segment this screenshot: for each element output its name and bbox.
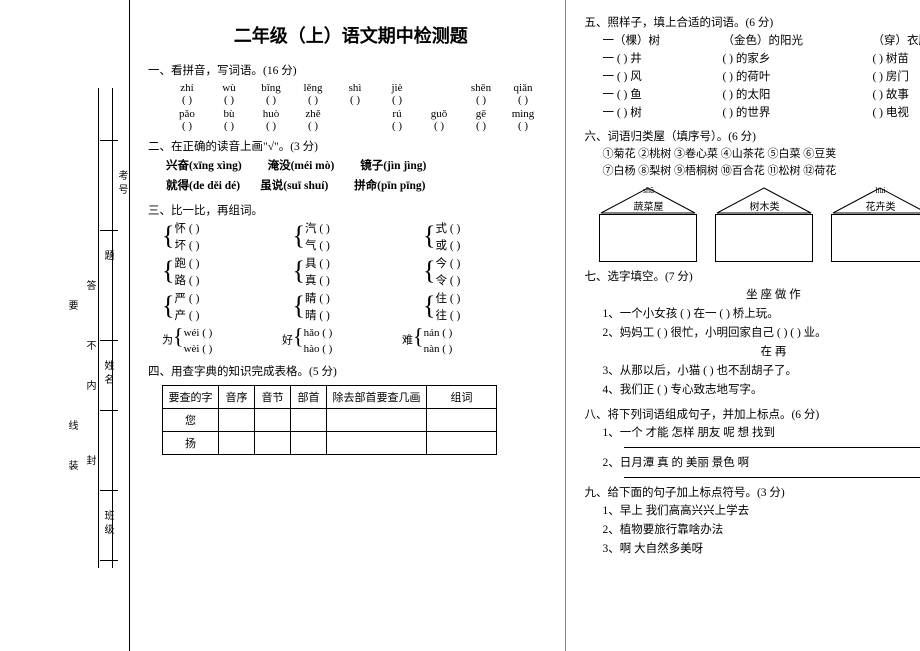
house-1: shū 蔬菜屋 <box>599 186 697 262</box>
q6-items-2: ⑦白杨 ⑧梨树 ⑨梧桐树 ⑩百合花 ⑪松树 ⑫荷花 <box>602 163 920 180</box>
q7-heading: 七、选字填空。(7 分) <box>584 268 920 286</box>
left-column: 二年级（上）语文期中检测题 一、看拼音，写词语。(16 分) zhíwùbǐng… <box>130 0 566 651</box>
q1-paren-row-2: ( )( )( )( )( )( )( )( ) <box>166 120 553 132</box>
label-feng: 封 <box>82 455 97 469</box>
q2-line-2: 就得(de děi dé) 虽说(suī shuí) 拼命(pīn pīng) <box>166 176 553 196</box>
q3-bottom: 为{wéi ( )wèi ( ) 好{hǎo ( )hào ( ) 难{nán … <box>162 325 553 357</box>
q5-row-3: 一 ( ) 鱼( ) 的太阳( ) 故事 <box>602 86 920 104</box>
q5-heading: 五、照样子，填上合适的词语。(6 分) <box>584 14 920 32</box>
q5-row-4: 一 ( ) 树( ) 的世界( ) 电视 <box>602 104 920 122</box>
q5-row-0: 一（棵）树（金色）的阳光（穿）衣服 <box>602 32 920 50</box>
label-xingming: 姓名 <box>100 360 115 388</box>
q1-pinyin-row-2: pǎobùhuòzhěrúguǒgēmìng <box>166 108 553 120</box>
answer-line-2 <box>624 477 920 478</box>
q8-body: 1、一个 才能 怎样 朋友 呢 想 找到 2、日月潭 真 的 美丽 景色 啊 <box>602 424 920 478</box>
label-zhuang: 装 <box>64 460 79 474</box>
q1-heading: 一、看拼音，写词语。(16 分) <box>148 62 553 80</box>
binding-margin: 考号 题 答 要 不 姓名 内 线 封 装 班级 <box>0 0 130 651</box>
q3-row-1: {怀 ( )坏 ( ) {汽 ( )气 ( ) {式 ( )或 ( ) <box>162 221 553 255</box>
table-row: 您 <box>163 409 497 432</box>
right-column: 五、照样子，填上合适的词语。(6 分) 一（棵）树（金色）的阳光（穿）衣服 一 … <box>566 0 920 651</box>
q3-row-2: {跑 ( )路 ( ) {具 ( )真 ( ) {今 ( )令 ( ) <box>162 256 553 290</box>
label-banji: 班级 <box>100 510 115 538</box>
q7-body: 坐 座 做 作 1、一个小女孩 ( ) 在一 ( ) 桥上玩。 2、妈妈工 ( … <box>602 286 920 400</box>
q4-table: 要查的字 音序 音节 部首 除去部首要查几画 组词 您 扬 <box>162 385 497 455</box>
q6-houses: shū 蔬菜屋 树木类 huì 花卉类 <box>590 186 920 262</box>
house-3: huì 花卉类 <box>831 186 920 262</box>
q1-paren-row-1: ( )( )( )( )( )( )( )( ) <box>166 94 553 106</box>
label-yao: 要 <box>64 300 79 314</box>
q8-heading: 八、将下列词语组成句子，并加上标点。(6 分) <box>584 406 920 424</box>
q2-line-1: 兴奋(xīng xìng) 淹没(méi mò) 镜子(jìn jìng) <box>166 156 553 176</box>
table-header-row: 要查的字 音序 音节 部首 除去部首要查几画 组词 <box>163 386 497 409</box>
q6-items-1: ①菊花 ②桃树 ③卷心菜 ④山茶花 ⑤白菜 ⑥豆荚 <box>602 146 920 163</box>
label-ti: 题 <box>100 250 115 264</box>
label-da: 答 <box>82 280 97 294</box>
q2-heading: 二、在正确的读音上画"√"。(3 分) <box>148 138 553 156</box>
q4-heading: 四、用查字典的知识完成表格。(5 分) <box>148 363 553 381</box>
table-row: 扬 <box>163 432 497 455</box>
q9-heading: 九、给下面的句子加上标点符号。(3 分) <box>584 484 920 502</box>
q6-heading: 六、词语归类屋（填序号）。(6 分) <box>584 128 920 146</box>
q1-pinyin-row-1: zhíwùbǐnglěngshìjièshēnqiǎn <box>166 82 553 94</box>
q3-row-3: {严 ( )产 ( ) {睛 ( )晴 ( ) {住 ( )往 ( ) <box>162 291 553 325</box>
label-bu: 不 <box>82 340 97 354</box>
q3-heading: 三、比一比，再组词。 <box>148 202 553 220</box>
q5-row-2: 一 ( ) 风( ) 的荷叶( ) 房门 <box>602 68 920 86</box>
q9-body: 1、早上 我们高高兴兴上学去 2、植物要旅行靠啥办法 3、啊 大自然多美呀 <box>602 502 920 559</box>
page-title: 二年级（上）语文期中检测题 <box>148 22 553 48</box>
label-kaohao: 考号 <box>114 170 129 198</box>
q5-row-1: 一 ( ) 井( ) 的家乡( ) 树苗 <box>602 50 920 68</box>
house-2: 树木类 <box>715 186 813 262</box>
label-nei: 内 <box>82 380 97 394</box>
answer-line-1 <box>624 447 920 448</box>
label-xian: 线 <box>64 420 79 434</box>
